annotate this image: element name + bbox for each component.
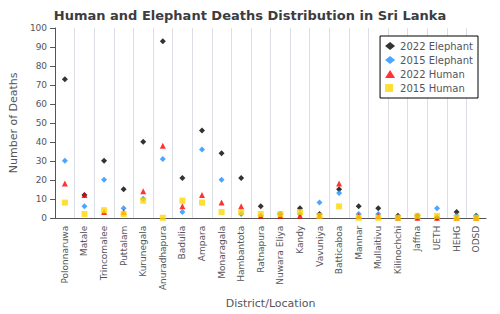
svg-text:70: 70	[36, 80, 48, 90]
svg-text:HEHG: HEHG	[452, 226, 462, 252]
svg-text:Anuradhapura: Anuradhapura	[158, 226, 168, 290]
svg-text:Puttalam: Puttalam	[119, 226, 129, 266]
svg-text:10: 10	[36, 194, 48, 204]
svg-text:2022 Elephant: 2022 Elephant	[400, 41, 473, 52]
svg-text:Human and Elephant Deaths Dist: Human and Elephant Deaths Distribution i…	[54, 8, 446, 23]
svg-text:Kilinochchi: Kilinochchi	[393, 226, 403, 274]
svg-text:20: 20	[36, 175, 48, 185]
svg-text:Mullaitivu: Mullaitivu	[373, 226, 383, 270]
svg-text:ODSD: ODSD	[471, 226, 481, 253]
svg-text:Ampara: Ampara	[197, 226, 207, 261]
svg-text:0: 0	[41, 213, 47, 223]
svg-text:Batticaboa: Batticaboa	[334, 226, 344, 274]
svg-text:50: 50	[36, 118, 48, 128]
svg-text:Kurunegala: Kurunegala	[138, 226, 148, 277]
svg-text:Hambantota: Hambantota	[236, 226, 246, 282]
svg-text:District/Location: District/Location	[226, 297, 316, 310]
svg-text:90: 90	[36, 42, 48, 52]
svg-text:Number of Deaths: Number of Deaths	[7, 72, 20, 173]
svg-text:60: 60	[36, 99, 48, 109]
svg-text:Kandy: Kandy	[295, 225, 305, 254]
svg-text:Trincomalee: Trincomalee	[99, 225, 109, 281]
svg-text:2022 Human: 2022 Human	[400, 69, 465, 80]
svg-text:Polonnaruwa: Polonnaruwa	[60, 226, 70, 284]
svg-text:Mannar: Mannar	[354, 225, 364, 259]
svg-text:100: 100	[30, 23, 47, 33]
svg-text:2015 Elephant: 2015 Elephant	[400, 55, 473, 66]
svg-text:Jaffna: Jaffna	[412, 226, 422, 253]
svg-text:80: 80	[36, 61, 48, 71]
svg-text:2015 Human: 2015 Human	[400, 83, 465, 94]
svg-text:Vavuniya: Vavuniya	[315, 226, 325, 267]
svg-text:Matale: Matale	[79, 225, 89, 256]
svg-text:UETH: UETH	[432, 226, 442, 251]
svg-text:Monaragala: Monaragala	[217, 226, 227, 279]
svg-text:30: 30	[36, 156, 48, 166]
svg-text:Ratnapura: Ratnapura	[256, 226, 266, 273]
svg-text:40: 40	[36, 137, 48, 147]
svg-text:Nuwara Eliya: Nuwara Eliya	[275, 226, 285, 285]
svg-text:Badulia: Badulia	[177, 226, 187, 260]
